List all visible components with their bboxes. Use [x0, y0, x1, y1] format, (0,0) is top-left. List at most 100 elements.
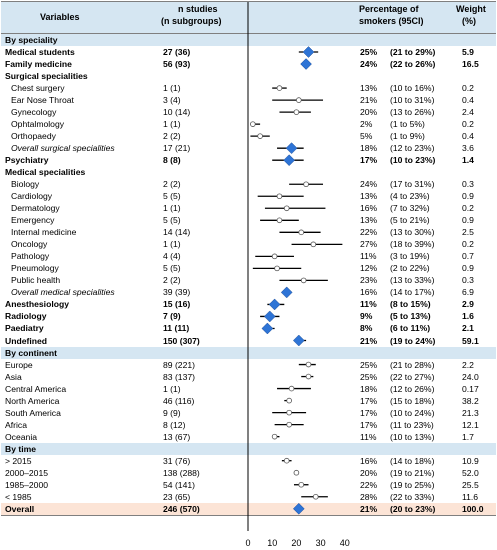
table-row: Family medicine 56 (93) 24% (22 to 26%) 16.5	[1, 58, 496, 70]
percentage-value: 9%	[360, 311, 373, 322]
table-row: South America 9 (9) 17% (10 to 24%) 21.3	[1, 407, 496, 419]
n-studies-value: 10 (14)	[163, 107, 191, 118]
row-label: Medical specialities	[5, 167, 86, 178]
row-label: > 2015	[5, 455, 32, 466]
n-studies-value: 1 (1)	[163, 239, 181, 250]
table-row: Medical specialities	[1, 166, 496, 178]
ci-value: (4 to 23%)	[390, 191, 430, 202]
estimate-point	[257, 133, 263, 139]
n-studies-value: 15 (16)	[163, 299, 191, 310]
estimate-point	[286, 397, 292, 404]
estimate-point	[293, 109, 300, 115]
percentage-value: 25%	[360, 371, 378, 382]
row-label: 1985–2000	[5, 479, 49, 490]
table-row: Anesthesiology 15 (16) 11% (8 to 15%) 2.9	[1, 298, 496, 310]
weight-value: 0.2	[462, 239, 474, 250]
ci-value: (14 to 18%)	[390, 455, 435, 466]
table-row: Public health 2 (2) 23% (13 to 33%) 0.3	[1, 274, 496, 286]
weight-value: 2.2	[462, 359, 474, 370]
percentage-value: 23%	[360, 275, 378, 286]
row-label: Medical students	[5, 47, 75, 58]
weight-value: 1.4	[462, 155, 474, 166]
percentage-value: 21%	[360, 503, 378, 514]
row-label: By time	[5, 443, 37, 454]
percentage-value: 13%	[360, 191, 378, 202]
percentage-value: 16%	[360, 287, 378, 298]
table-row: Overall medical specialities 39 (39) 16% (1…	[1, 286, 496, 298]
table-row: 1985–2000 54 (141) 22% (19 to 25%) 25.5	[1, 479, 496, 491]
table-row: Europe 89 (221) 25% (21 to 28%) 2.2	[1, 359, 496, 371]
x-tick-label: 0	[245, 538, 250, 548]
row-label: North America	[5, 395, 60, 406]
weight-value: 0.4	[462, 131, 474, 142]
weight-value: 0.2	[462, 119, 474, 130]
percentage-value: 28%	[360, 491, 378, 502]
table-row: Psychiatry 8 (8) 17% (10 to 23%) 1.4	[1, 154, 496, 166]
percentage-value: 12%	[360, 263, 378, 274]
percentage-value: 13%	[360, 83, 378, 94]
table-row: Overall surgical specialities 17 (21) 18% (…	[1, 142, 496, 154]
row-label: Europe	[5, 359, 33, 370]
estimate-diamond	[302, 46, 315, 58]
table-row: Gynecology 10 (14) 20% (13 to 26%) 2.4	[1, 106, 496, 118]
n-studies-value: 5 (5)	[163, 215, 181, 226]
percentage-value: 17%	[360, 155, 378, 166]
weight-value: 2.1	[462, 323, 474, 334]
ci-value: (1 to 9%)	[390, 131, 425, 142]
ci-value: (3 to 19%)	[390, 251, 430, 262]
table-row: Pathology 4 (4) 11% (3 to 19%) 0.7	[1, 250, 496, 262]
estimate-point	[305, 373, 312, 380]
percentage-value: 17%	[360, 419, 378, 430]
ci-value: (2 to 22%)	[390, 263, 430, 274]
n-studies-value: 138 (288)	[163, 467, 200, 478]
percentage-value: 16%	[360, 203, 378, 214]
weight-value: 0.7	[462, 251, 474, 262]
row-label: Undefined	[5, 335, 48, 346]
weight-value: 25.5	[462, 479, 479, 490]
estimate-point	[300, 277, 307, 284]
weight-value: 0.2	[462, 203, 474, 214]
row-label: Emergency	[11, 215, 55, 226]
estimate-point	[286, 409, 292, 416]
n-studies-value: 5 (5)	[163, 263, 181, 274]
n-studies-value: 7 (9)	[163, 311, 181, 322]
row-label: Radiology	[5, 311, 47, 322]
table-row: Ophtalmology 1 (1) 2% (1 to 5%) 0.2	[1, 118, 496, 130]
weight-value: 59.1	[462, 335, 479, 346]
row-label: Overall medical specialities	[11, 287, 115, 298]
percentage-value: 22%	[360, 479, 378, 490]
percentage-value: 17%	[360, 407, 378, 418]
weight-value: 52.0	[462, 467, 479, 478]
estimate-diamond	[292, 502, 305, 515]
row-label: Cardiology	[11, 191, 53, 202]
weight-value: 0.9	[462, 215, 474, 226]
n-studies-value: 23 (65)	[163, 491, 191, 502]
estimate-point	[288, 385, 295, 392]
ci-value: (19 to 25%)	[390, 479, 435, 490]
estimate-point	[296, 97, 302, 103]
n-studies-value: 27 (36)	[163, 47, 191, 58]
row-label: By speciality	[5, 35, 58, 45]
n-studies-value: 8 (8)	[163, 155, 181, 166]
estimate-point	[312, 493, 319, 500]
percentage-value: 20%	[360, 467, 378, 478]
weight-value: 6.9	[462, 287, 474, 298]
percentage-value: 24%	[360, 59, 378, 70]
n-studies-value: 39 (39)	[163, 287, 191, 298]
ci-value: (10 to 13%)	[390, 431, 435, 442]
ci-value: (6 to 11%)	[390, 323, 431, 334]
row-label: Biology	[11, 179, 40, 190]
row-label: Surgical specialities	[5, 71, 88, 82]
weight-value: 0.9	[462, 191, 474, 202]
row-label: Dermatology	[11, 203, 60, 214]
ci-value: (21 to 28%)	[390, 359, 435, 370]
n-studies-value: 150 (307)	[163, 335, 200, 346]
table-row: Chest surgery 1 (1) 13% (10 to 16%) 0.2	[1, 82, 496, 94]
estimate-point	[310, 241, 317, 248]
ci-value: (20 to 23%)	[390, 503, 436, 514]
row-label: Orthopaedy	[11, 131, 56, 142]
weight-value: 21.3	[462, 407, 479, 418]
percentage-value: 17%	[360, 395, 378, 406]
row-label: Psychiatry	[5, 155, 49, 166]
